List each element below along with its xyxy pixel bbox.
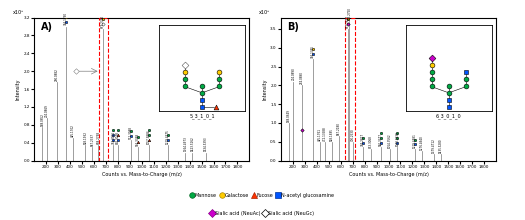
Point bbox=[114, 128, 122, 132]
Text: 1057.3884: 1057.3884 bbox=[146, 129, 151, 144]
Point bbox=[109, 128, 118, 132]
Text: 673.2330: 673.2330 bbox=[101, 15, 104, 28]
Point bbox=[133, 141, 142, 144]
Text: 168.0652: 168.0652 bbox=[40, 113, 44, 126]
Point bbox=[343, 12, 352, 16]
Text: 168.0649: 168.0649 bbox=[287, 109, 291, 122]
Point bbox=[377, 141, 385, 144]
Text: 784.2827: 784.2827 bbox=[361, 133, 365, 146]
Text: 587.2337: 587.2337 bbox=[90, 133, 94, 146]
Y-axis label: Intensity: Intensity bbox=[16, 78, 20, 100]
Point bbox=[164, 133, 172, 137]
Text: A): A) bbox=[40, 22, 52, 32]
Point bbox=[411, 143, 419, 146]
Text: 1073.3938: 1073.3938 bbox=[395, 132, 400, 146]
Text: 1379.4712: 1379.4712 bbox=[432, 138, 436, 153]
Point bbox=[393, 141, 402, 144]
Point bbox=[133, 136, 142, 139]
Point bbox=[114, 138, 122, 142]
Text: 274.0890: 274.0890 bbox=[300, 71, 303, 84]
Point bbox=[309, 52, 317, 56]
Text: 1219.4375: 1219.4375 bbox=[166, 129, 170, 144]
Text: 290.0882: 290.0882 bbox=[55, 68, 59, 81]
Point bbox=[343, 22, 352, 26]
Text: 204.0869: 204.0869 bbox=[45, 104, 49, 117]
Point bbox=[144, 138, 153, 142]
Text: 911.3088: 911.3088 bbox=[129, 126, 133, 139]
Text: 762.3011: 762.3011 bbox=[111, 131, 116, 144]
Point bbox=[298, 129, 306, 132]
Text: B): B) bbox=[287, 22, 299, 32]
Text: 587.2180: 587.2180 bbox=[337, 122, 341, 135]
Text: 528.1885: 528.1885 bbox=[330, 128, 334, 141]
Text: x10³: x10³ bbox=[13, 10, 24, 15]
Point bbox=[377, 136, 385, 139]
Point bbox=[411, 138, 419, 141]
Point bbox=[62, 15, 70, 18]
Bar bbox=[345, 18, 355, 161]
Point bbox=[345, 15, 354, 18]
Text: 425.1761: 425.1761 bbox=[318, 128, 322, 141]
Text: 966.3368: 966.3368 bbox=[136, 133, 140, 146]
Text: 853.3068: 853.3068 bbox=[369, 135, 373, 148]
Text: 1534.5393: 1534.5393 bbox=[204, 137, 208, 151]
Point bbox=[164, 138, 172, 142]
X-axis label: Counts vs. Mass-to-Charge (m/z): Counts vs. Mass-to-Charge (m/z) bbox=[349, 172, 428, 176]
Point bbox=[359, 141, 367, 144]
Text: 366.1395: 366.1395 bbox=[311, 45, 314, 58]
Point bbox=[144, 128, 153, 132]
Text: 1014.3562: 1014.3562 bbox=[388, 134, 392, 148]
Text: 700.2530: 700.2530 bbox=[351, 128, 355, 141]
Text: 673.2750: 673.2750 bbox=[348, 7, 351, 20]
Point bbox=[114, 133, 122, 137]
Point bbox=[62, 20, 70, 23]
Text: 528.1932: 528.1932 bbox=[83, 131, 87, 144]
Point bbox=[99, 22, 107, 26]
Text: 1435.5280: 1435.5280 bbox=[438, 138, 443, 153]
Point bbox=[127, 129, 135, 132]
Point bbox=[109, 133, 118, 137]
Legend: Sialic acid (NeuAc), Sialic acid (NeuGc): Sialic acid (NeuAc), Sialic acid (NeuGc) bbox=[209, 209, 316, 218]
Text: 1219.4481: 1219.4481 bbox=[413, 133, 417, 148]
Point bbox=[127, 134, 135, 137]
Y-axis label: Intensity: Intensity bbox=[262, 78, 267, 100]
Point bbox=[393, 136, 402, 139]
Text: 802.3048: 802.3048 bbox=[116, 131, 120, 144]
Point bbox=[343, 17, 352, 21]
Point bbox=[72, 70, 80, 73]
Point bbox=[377, 131, 385, 134]
X-axis label: Counts vs. Mass-to-Charge (m/z): Counts vs. Mass-to-Charge (m/z) bbox=[102, 172, 182, 176]
Text: 204.0890: 204.0890 bbox=[291, 68, 296, 81]
Bar bbox=[99, 18, 108, 161]
Point bbox=[99, 12, 107, 16]
Point bbox=[359, 136, 367, 139]
Text: 1276.4640: 1276.4640 bbox=[419, 135, 424, 150]
Text: 940.3377: 940.3377 bbox=[380, 133, 383, 146]
Text: 472.13588: 472.13588 bbox=[323, 126, 328, 141]
Text: 425.1702: 425.1702 bbox=[71, 124, 75, 137]
Text: 366.1760: 366.1760 bbox=[64, 12, 68, 25]
Point bbox=[144, 133, 153, 137]
Point bbox=[309, 48, 317, 51]
Point bbox=[109, 138, 118, 142]
Text: 657.2647: 657.2647 bbox=[345, 15, 350, 28]
Text: 1423.5162: 1423.5162 bbox=[191, 137, 194, 151]
Legend: Mannose, Galactose, Fucose, N-acetyl glucosamine: Mannose, Galactose, Fucose, N-acetyl glu… bbox=[189, 191, 336, 200]
Text: x10³: x10³ bbox=[259, 10, 270, 15]
Point bbox=[393, 131, 402, 134]
Text: 638.2768: 638.2768 bbox=[97, 131, 100, 144]
Text: 1364.4973: 1364.4973 bbox=[183, 137, 187, 151]
Point bbox=[99, 17, 107, 21]
